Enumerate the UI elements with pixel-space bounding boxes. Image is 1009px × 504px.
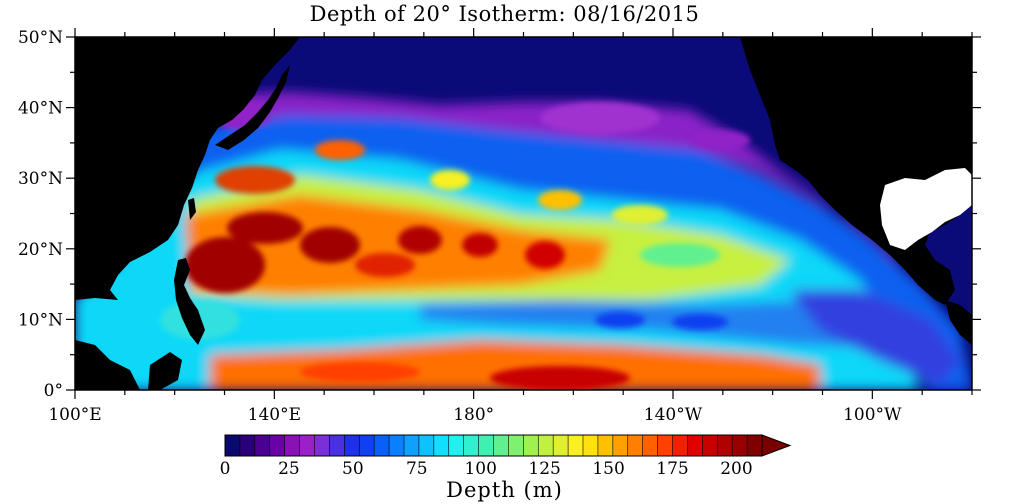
field-east-tropical [790,290,960,385]
colorbar [224,434,792,457]
land-borneo [148,352,182,390]
colorbar-swatch [374,435,390,456]
colorbar-swatch [493,435,509,456]
warm-pool-8 [215,166,295,194]
x-tick-label: 100°E [48,405,101,425]
x-tick-label: 100°W [843,405,902,425]
colorbar-tick-label: 75 [406,459,428,479]
yellow-2 [538,190,582,210]
colorbar-swatch [448,435,465,456]
equator-max-2 [300,362,420,382]
colorbar-swatch [404,435,420,456]
land-taiwan [188,198,196,220]
y-tick-label: 40°N [18,99,63,119]
colorbar-label: Depth (m) [446,478,563,502]
x-tick-label: 140°W [644,405,703,425]
equator-max [490,366,630,390]
colorbar-swatch [672,435,688,456]
warm-pool-1 [185,237,265,293]
colorbar-swatch [687,435,703,456]
colorbar-tick-label: 175 [656,459,688,479]
colorbar-swatch [239,435,256,456]
blue-2 [672,314,728,330]
y-tick-label: 20°N [18,240,63,260]
colorbar-swatch [329,435,345,456]
colorbar-swatch [299,435,315,456]
colorbar-swatch [269,435,286,456]
colorbar-swatch [225,435,241,456]
colorbar-tick-label: 125 [528,459,560,479]
colorbar-swatch [418,435,435,456]
colorbar-swatch [344,435,360,456]
colorbar-swatch [702,435,718,456]
colorbar-swatch [389,435,405,456]
colorbar-swatch [627,435,644,456]
heatmap-plot-area [75,37,972,390]
land-philippines [174,258,205,345]
colorbar-swatch [284,435,301,456]
blue-1 [595,312,645,328]
x-tick-label: 180° [453,405,494,425]
colorbar-swatch [583,435,599,456]
yellow-1 [430,170,470,190]
purple-e [690,130,750,150]
land-central-america [945,300,972,345]
colorbar-swatch [717,435,733,456]
colorbar-swatch [597,435,614,456]
land-japan [215,65,290,150]
colorbar-swatch [568,435,584,456]
purple-ne [540,102,660,134]
colorbar-swatch [463,435,480,456]
axis-ticks [66,28,981,399]
colorbar-swatch [553,435,569,456]
colorbar-swatch [523,435,539,456]
colorbar-swatch [732,435,748,456]
y-tick-label: 30°N [18,169,63,189]
gulf-of-mexico-mask [880,168,972,250]
colorbar-swatch [642,435,659,456]
warm-pool-6 [525,241,565,269]
colorbar-extend-arrow [761,434,792,457]
y-tick-label: 50°N [18,28,63,48]
colorbar-swatch [433,435,450,456]
colorbar-tick-label: 200 [720,459,752,479]
colorbar-tick-label: 25 [278,459,300,479]
colorbar-tick-label: 100 [464,459,496,479]
colorbar-tick-labels: 0 25 50 75 100 125 150 175 200 [220,459,753,479]
y-tick-label: 10°N [18,310,63,330]
colorbar-tick-label: 150 [592,459,624,479]
colorbar-tick-label: 0 [220,459,231,479]
colorbar-swatch [359,435,375,456]
green-1 [640,243,720,267]
map-title: Depth of 20° Isotherm: 08/16/2015 [309,2,700,26]
warm-pool-5 [462,233,498,257]
x-axis-labels: 100°E 140°E 180° 140°W 100°W [48,405,902,425]
warm-pool-7 [355,253,415,277]
colorbar-swatch [478,435,494,456]
land-asia [75,37,300,300]
x-tick-label: 140°E [248,405,301,425]
colorbar-swatch [747,435,763,456]
warm-pool-9 [315,140,365,160]
y-axis-labels: 50°N 40°N 30°N 20°N 10°N 0° [18,28,63,401]
y-tick-label: 0° [44,381,63,401]
warm-pool-3 [300,227,360,263]
yellow-3 [612,205,668,225]
colorbar-tick-label: 50 [342,459,364,479]
colorbar-swatch [254,435,271,456]
colorbar-swatch [612,435,629,456]
colorbar-swatch [657,435,673,456]
warm-pool-2 [227,212,303,244]
colorbar-swatch [314,435,330,456]
land-malay [75,340,140,390]
colorbar-frame [224,434,763,457]
colorbar-swatch [508,435,524,456]
colorbar-swatch [538,435,554,456]
warm-pool-4 [398,226,442,254]
